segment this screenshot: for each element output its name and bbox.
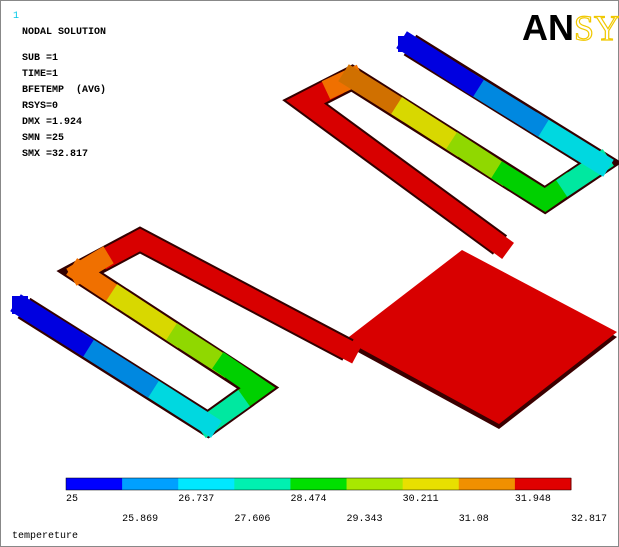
legend-swatch	[66, 478, 123, 490]
legend-swatch	[178, 478, 235, 490]
window-number: 1	[13, 11, 19, 22]
legend-swatch	[290, 478, 347, 490]
info-line: RSYS=0	[22, 101, 58, 112]
legend-label: 25.869	[122, 514, 158, 525]
legend-label: 32.817	[571, 514, 607, 525]
legend-swatch	[122, 478, 179, 490]
hook	[398, 36, 414, 52]
legend-swatch	[459, 478, 516, 490]
legend-label: 27.606	[234, 514, 270, 525]
legend-swatch	[347, 478, 404, 490]
legend-label: 28.474	[290, 494, 326, 505]
info-line: SMX =32.817	[22, 149, 88, 160]
legend-label: 30.211	[403, 494, 439, 505]
info-line: SMN =25	[22, 133, 64, 144]
legend-swatch	[403, 478, 460, 490]
caption: tempereture	[12, 531, 78, 542]
legend-label: 26.737	[178, 494, 214, 505]
info-line: TIME=1	[22, 69, 58, 80]
legend-swatch	[234, 478, 291, 490]
info-line: BFETEMP (AVG)	[22, 84, 106, 96]
legend-label: 31.948	[515, 494, 551, 505]
legend-label: 31.08	[459, 514, 489, 525]
hook	[12, 296, 28, 314]
legend-label: 25	[66, 494, 78, 505]
legend-swatch	[515, 478, 572, 490]
legend-label: 29.343	[347, 514, 383, 525]
info-title: NODAL SOLUTION	[22, 27, 106, 38]
logo: ANSYS	[522, 7, 619, 48]
info-line: SUB =1	[22, 53, 58, 64]
screenshot: 1 NODAL SOLUTION SUB =1 TIME=1 BFETEMP (AVG…	[0, 0, 619, 547]
logo-bold: AN	[522, 7, 574, 48]
logo-light: SYS	[574, 8, 619, 48]
info-line: DMX =1.924	[22, 117, 82, 128]
